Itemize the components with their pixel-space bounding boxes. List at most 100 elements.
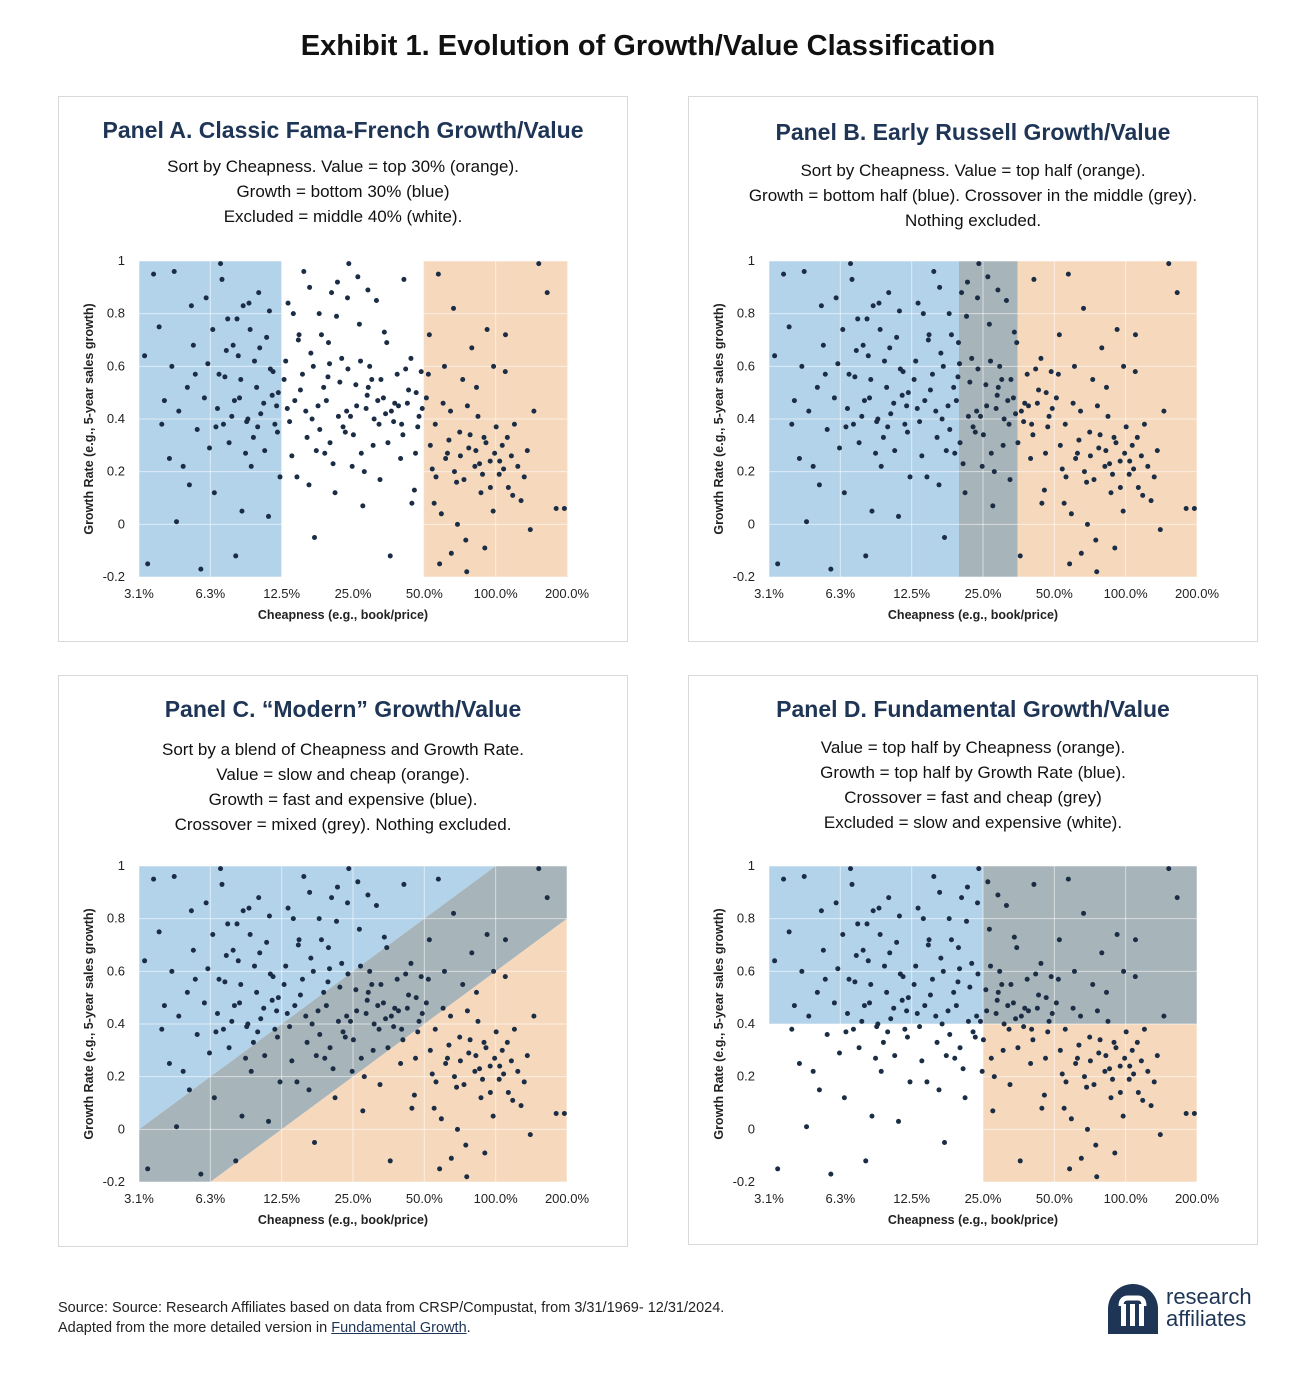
adapted-text: Adapted from the more detailed version i… — [58, 1320, 332, 1336]
desc-line: Growth = bottom half (blue). Crossover i… — [748, 186, 1198, 205]
data-point — [1131, 466, 1137, 472]
data-point — [772, 958, 778, 964]
data-point — [201, 395, 207, 401]
data-point — [1049, 405, 1055, 411]
data-point — [947, 1032, 953, 1038]
data-point — [347, 1018, 353, 1024]
data-point — [1166, 261, 1172, 267]
x-tick-label: 3.1% — [124, 1191, 154, 1206]
data-point — [1065, 876, 1071, 882]
data-point — [1057, 442, 1063, 448]
data-point — [342, 429, 348, 435]
data-point — [171, 269, 177, 275]
data-point — [1003, 903, 1009, 908]
data-point — [325, 945, 331, 951]
data-point — [831, 1000, 837, 1006]
data-point — [929, 371, 935, 377]
data-point — [211, 1095, 217, 1101]
data-point — [967, 379, 973, 385]
data-point — [840, 326, 846, 332]
data-point — [334, 313, 340, 319]
data-point — [983, 987, 989, 993]
data-point — [387, 1158, 393, 1164]
data-point — [318, 937, 324, 943]
data-point — [246, 300, 252, 306]
panel-b-description: Sort by Cheapness. Value = top half (ora… — [689, 158, 1257, 233]
data-point — [327, 966, 333, 972]
data-point — [1131, 1071, 1137, 1077]
data-point — [481, 1039, 487, 1045]
data-point — [1034, 1005, 1040, 1011]
data-point — [480, 471, 486, 477]
data-point — [192, 976, 198, 982]
data-point — [392, 1005, 398, 1011]
data-point — [841, 490, 847, 496]
data-point — [511, 1026, 517, 1032]
data-point — [285, 300, 291, 306]
data-point — [976, 261, 982, 267]
data-point — [1033, 366, 1039, 372]
data-point — [991, 1074, 997, 1080]
data-point — [1030, 432, 1036, 438]
data-point — [933, 408, 939, 414]
data-point — [247, 326, 253, 332]
data-point — [267, 971, 273, 977]
data-point — [999, 377, 1005, 382]
data-point — [957, 361, 963, 367]
data-point — [1033, 971, 1039, 977]
data-point — [315, 403, 321, 409]
data-point — [933, 1013, 939, 1019]
data-point — [216, 976, 222, 982]
x-tick-label: 50.0% — [1036, 1191, 1073, 1206]
data-point — [820, 342, 826, 348]
data-point — [1132, 369, 1138, 375]
data-point — [353, 382, 359, 388]
data-point — [1154, 448, 1160, 454]
y-axis-label: Growth Rate (e.g., 5-year sales growth) — [82, 908, 96, 1139]
data-point — [484, 931, 490, 937]
data-point — [904, 1034, 910, 1040]
data-point — [323, 398, 329, 404]
data-point — [848, 866, 854, 872]
data-point — [367, 968, 373, 974]
x-tick-label: 3.1% — [754, 1191, 784, 1206]
data-point — [312, 535, 318, 540]
data-point — [310, 363, 316, 369]
data-point — [775, 1166, 781, 1172]
data-point — [262, 448, 268, 454]
y-tick-label: -0.2 — [103, 569, 125, 584]
data-point — [905, 995, 911, 1001]
fundamental-growth-link[interactable]: Fundamental Growth — [331, 1320, 467, 1336]
data-point — [873, 1055, 879, 1061]
data-point — [364, 392, 370, 398]
data-point — [806, 1013, 812, 1019]
data-point — [349, 1068, 355, 1074]
data-point — [375, 1003, 381, 1009]
data-point — [816, 1087, 822, 1093]
data-point — [553, 506, 559, 512]
data-point — [864, 921, 870, 927]
data-point — [411, 487, 417, 493]
x-axis-label: Cheapness (e.g., book/price) — [888, 1213, 1058, 1227]
data-point — [237, 1000, 243, 1006]
data-point — [371, 416, 377, 422]
data-point — [818, 303, 824, 309]
data-point — [415, 1029, 421, 1035]
data-point — [380, 1000, 386, 1006]
data-point — [1028, 456, 1034, 461]
data-point — [860, 342, 866, 348]
x-tick-label: 200.0% — [545, 1191, 590, 1206]
data-point — [1005, 1003, 1011, 1009]
data-point — [806, 408, 812, 414]
data-point — [358, 1055, 364, 1061]
data-point — [493, 424, 499, 430]
data-point — [789, 1026, 795, 1032]
data-point — [775, 561, 781, 567]
data-point — [230, 342, 236, 348]
data-point — [391, 1024, 397, 1030]
data-point — [980, 1037, 986, 1043]
data-point — [1113, 440, 1119, 446]
data-point — [491, 968, 497, 974]
data-point — [959, 895, 965, 901]
data-point — [864, 316, 870, 322]
